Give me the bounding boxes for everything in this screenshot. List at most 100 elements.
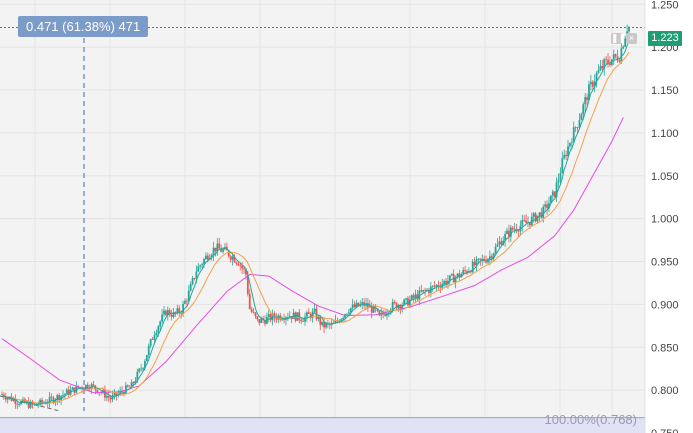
candle-body xyxy=(414,294,417,298)
candle-body xyxy=(60,395,62,401)
candle-body xyxy=(319,316,322,325)
candle-body xyxy=(473,261,476,266)
candle-body xyxy=(361,302,364,305)
candle-body xyxy=(109,397,112,400)
candle-body xyxy=(233,256,236,263)
measure-label: 0.471 (61.38%) 471 xyxy=(18,16,149,37)
candle-body xyxy=(546,204,548,209)
candle-body xyxy=(393,301,396,303)
candle-body xyxy=(37,404,40,406)
candle-body xyxy=(382,312,385,315)
candle-body xyxy=(317,316,320,320)
candle-body xyxy=(420,290,423,292)
candle-body xyxy=(460,274,463,278)
candle-body xyxy=(454,277,457,283)
candle-body xyxy=(464,270,467,271)
candle-body xyxy=(260,318,263,323)
candle-body xyxy=(523,220,526,221)
candle-body xyxy=(151,339,154,340)
candle-body xyxy=(521,220,524,226)
candle-body xyxy=(349,308,352,313)
candle-body xyxy=(572,127,575,143)
candle-body xyxy=(197,266,200,272)
candle-body xyxy=(145,355,148,362)
candle-body xyxy=(250,309,253,312)
candle-body xyxy=(128,386,131,388)
candle-body xyxy=(65,389,68,394)
y-axis: 1.2501.2001.1501.1001.0501.0000.9500.900… xyxy=(651,0,679,433)
candle-body xyxy=(540,212,543,218)
candle-body xyxy=(458,273,461,278)
candle-body xyxy=(513,228,516,230)
candle-body xyxy=(561,158,564,174)
candle-body xyxy=(189,284,192,291)
candle-body xyxy=(267,314,270,318)
close-icon[interactable]: × xyxy=(626,33,637,44)
candle-body xyxy=(597,70,600,74)
candle-body xyxy=(410,295,413,300)
candle-body xyxy=(25,401,28,404)
y-tick-label: 0.900 xyxy=(651,299,679,311)
candle-body xyxy=(50,396,53,398)
candle-body xyxy=(63,393,66,395)
candle-body xyxy=(443,280,446,284)
pause-icon[interactable]: ❚❚ xyxy=(611,33,627,44)
candle-body xyxy=(269,314,272,321)
candle-body xyxy=(384,314,386,316)
candle-body xyxy=(48,396,51,404)
candle-body xyxy=(105,395,108,398)
candle-body xyxy=(321,321,324,325)
candle-body xyxy=(622,46,625,49)
candle-body xyxy=(399,305,402,309)
candle-body xyxy=(243,268,245,270)
candle-body xyxy=(205,255,207,260)
candle-body xyxy=(218,243,221,249)
candle-body xyxy=(191,277,194,285)
candle-body xyxy=(52,397,55,403)
candle-body xyxy=(142,367,144,369)
candle-body xyxy=(448,275,451,281)
candle-body xyxy=(245,269,247,275)
candle-body xyxy=(193,277,196,279)
candle-body xyxy=(107,395,110,398)
candle-body xyxy=(582,104,585,115)
candle-body xyxy=(439,286,442,288)
candle-body xyxy=(508,230,510,237)
candle-body xyxy=(355,302,358,308)
candle-body xyxy=(39,399,42,405)
plot-area xyxy=(0,0,645,433)
candle-body xyxy=(149,339,152,347)
candle-body xyxy=(509,227,512,237)
candle-body xyxy=(147,346,150,356)
candle-body xyxy=(187,290,190,301)
candle-body xyxy=(271,313,274,321)
candle-body xyxy=(203,259,205,265)
candle-body xyxy=(54,400,57,403)
candle-body xyxy=(140,368,143,370)
candle-body xyxy=(605,59,608,61)
candle-body xyxy=(380,312,383,316)
candle-body xyxy=(367,303,369,308)
candle-body xyxy=(155,332,158,336)
candle-body xyxy=(14,399,17,405)
candle-body xyxy=(6,397,9,400)
candle-body xyxy=(206,255,209,260)
candle-body xyxy=(248,293,251,310)
candle-body xyxy=(601,66,604,69)
candle-body xyxy=(168,310,171,316)
candle-body xyxy=(214,247,217,252)
y-tick-label: 0.950 xyxy=(651,257,679,269)
candle-body xyxy=(519,225,522,232)
candle-body xyxy=(254,312,257,317)
candle-body xyxy=(494,246,497,254)
candle-body xyxy=(372,305,375,313)
candle-body xyxy=(252,311,255,313)
candle-body xyxy=(607,59,609,64)
candle-body xyxy=(231,256,234,260)
candle-body xyxy=(395,302,398,309)
candle-body xyxy=(616,56,619,61)
candle-body xyxy=(511,227,514,230)
candle-body xyxy=(96,389,99,393)
candle-body xyxy=(588,84,590,101)
